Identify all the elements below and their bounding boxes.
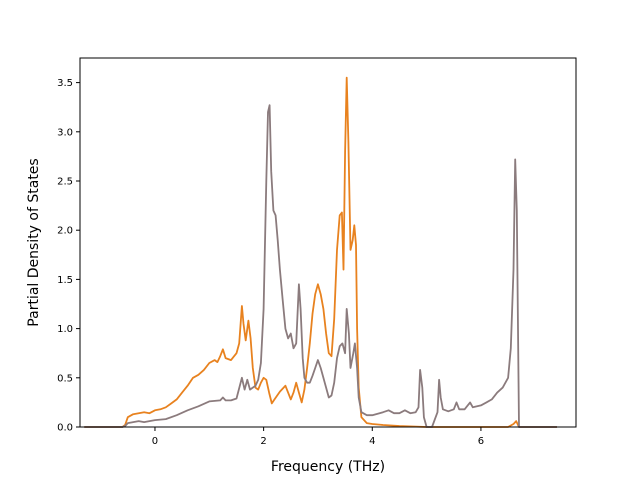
y-tick-label: 1.5 <box>57 275 73 286</box>
plot-frame <box>79 57 577 428</box>
y-tick-label: 2.0 <box>57 226 73 237</box>
y-tick-label: 1.0 <box>57 324 73 335</box>
y-tick-label: 2.5 <box>57 177 73 188</box>
x-axis-label: Frequency (THz) <box>271 459 385 475</box>
x-tick-label: 6 <box>478 436 484 447</box>
x-axis-ticks: 0 2 4 6 <box>152 427 484 447</box>
y-tick-label: 0.5 <box>57 373 73 384</box>
x-tick-label: 0 <box>152 436 158 447</box>
x-tick-label: 4 <box>369 436 375 447</box>
y-tick-label: 3.0 <box>57 127 73 138</box>
x-tick-label: 2 <box>260 436 266 447</box>
series-line-1 <box>84 76 557 428</box>
y-tick-label: 0.0 <box>57 423 73 434</box>
y-axis-ticks: 0.0 0.5 1.0 1.5 2.0 2.5 3.0 3.5 <box>57 78 80 434</box>
y-tick-label: 3.5 <box>57 78 73 89</box>
series-line-2 <box>84 104 557 428</box>
series-layer <box>84 76 557 428</box>
y-axis-label: Partial Density of States <box>26 158 42 326</box>
